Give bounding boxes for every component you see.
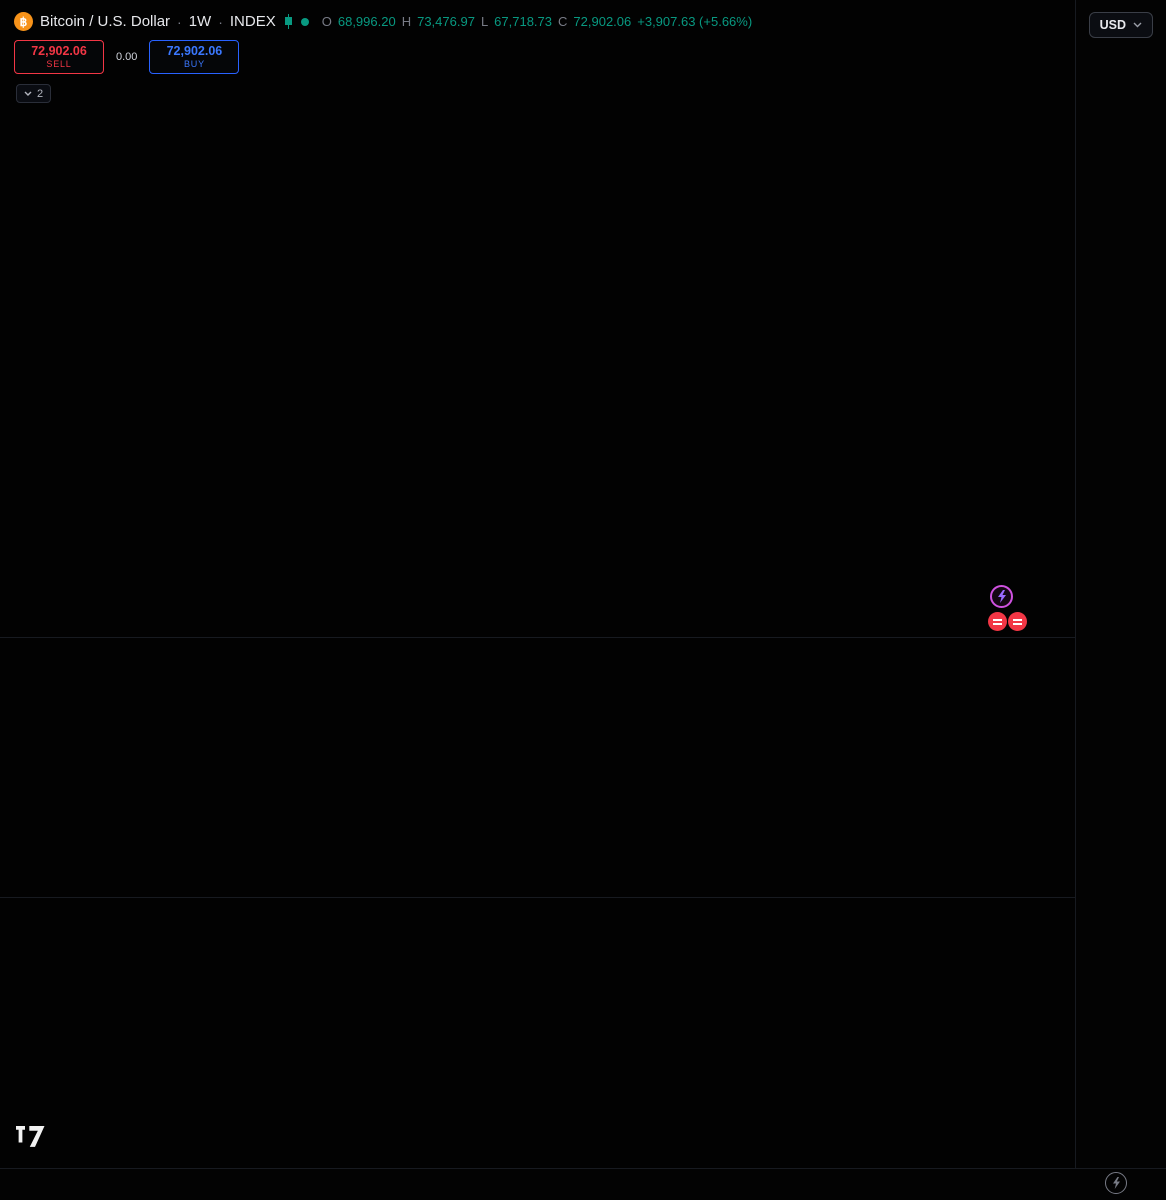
quick-trade-lightning-icon[interactable] [990,585,1013,608]
chart-header: ฿ Bitcoin / U.S. Dollar · 1W · INDEX O 68… [14,12,752,31]
lightning-icon [1112,1177,1120,1189]
symbol-title[interactable]: Bitcoin / U.S. Dollar [40,13,171,30]
sell-button[interactable]: 72,902.06 SELL [14,40,104,74]
time-axis[interactable] [0,1168,1166,1200]
change-value: +3,907.63 (+5.66%) [637,14,753,29]
collapsed-indicators-chip[interactable]: 2 [16,84,52,103]
buy-button[interactable]: 72,902.06 BUY [149,40,240,74]
chevron-down-icon [1133,22,1142,28]
close-value: 72,902.06 [573,14,632,29]
interval-label[interactable]: 1W [188,13,212,30]
market-status-icon [300,17,309,26]
separator-dot: · [218,13,223,30]
lightning-icon [997,590,1006,603]
candle-type-icon [284,14,292,29]
currency-dropdown[interactable]: USD [1088,12,1153,38]
bitcoin-logo-icon: ฿ [14,12,33,31]
chevron-down-icon [24,91,32,96]
exchange-label[interactable]: INDEX [229,13,276,30]
realtime-lightning-button[interactable] [1105,1172,1127,1194]
tradingview-logo[interactable] [16,1126,50,1153]
low-value: 67,718.73 [494,14,553,29]
high-value: 73,476.97 [417,14,475,29]
pane-separator[interactable] [0,897,1166,898]
event-badge-icon[interactable] [988,612,1007,631]
spread-value: 0.00 [116,51,138,63]
open-value: 68,996.20 [337,14,396,29]
price-axis[interactable] [1075,0,1166,1168]
trade-panel: 72,902.06 SELL 0.00 72,902.06 BUY [14,40,240,74]
separator-dot: · [177,13,182,30]
ohlc-readout: O 68,996.20 H 73,476.97 L 67,718.73 C 72,902… [321,14,753,29]
event-badge-icon[interactable] [1008,612,1027,631]
pane-separator[interactable] [0,637,1166,638]
